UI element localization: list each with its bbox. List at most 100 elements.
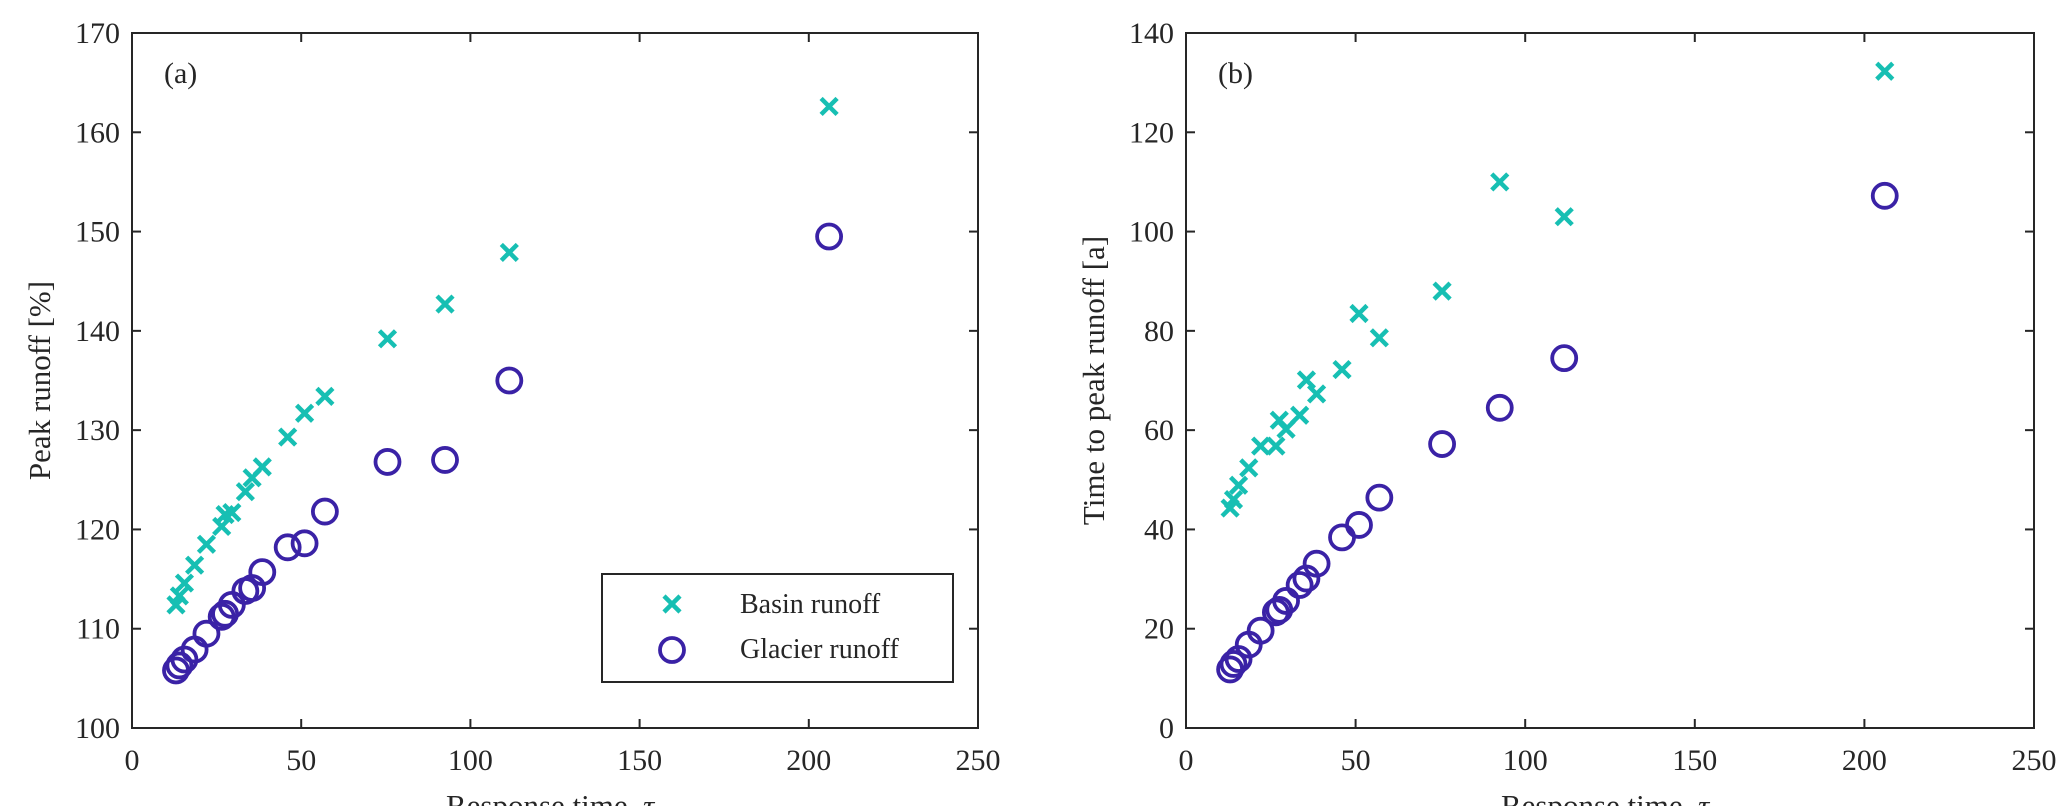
series-glacier-runoff (162, 222, 844, 685)
data-point-glacier (1870, 181, 1899, 210)
y-tick-label: 80 (1144, 315, 1174, 348)
data-point-basin (315, 386, 335, 406)
data-point-glacier (273, 533, 302, 562)
y-tick-label: 150 (75, 216, 120, 249)
series-basin-runoff (1220, 61, 1895, 518)
data-point-glacier (373, 448, 402, 476)
data-point-glacier (815, 222, 844, 251)
data-point-basin (1349, 303, 1369, 324)
legend-box (601, 573, 954, 683)
y-tick-label: 110 (76, 613, 120, 646)
cross-marker-icon (1490, 172, 1510, 192)
panel-a-peak-runoff: 0 50 100 150 200 250 100 110 120 130 140 150 160 170 R… (22, 17, 1001, 806)
data-point-glacier (1550, 344, 1579, 373)
data-point-basin (1875, 61, 1895, 81)
data-point-basin (235, 482, 255, 502)
cross-marker-icon (1306, 384, 1327, 404)
data-point-basin (196, 534, 217, 554)
panel-label: (a) (164, 57, 197, 90)
data-point-glacier (290, 529, 319, 558)
y-tick-label: 160 (75, 116, 120, 149)
data-point-glacier (248, 558, 277, 587)
data-point-glacier (1272, 587, 1300, 615)
data-point-basin (377, 329, 398, 349)
data-point-basin (294, 403, 315, 423)
data-point-basin (1369, 328, 1389, 348)
legend-basin-label: Basin runoff (740, 589, 881, 620)
y-tick-label: 0 (1159, 712, 1174, 745)
y-tick-label: 120 (1129, 116, 1174, 149)
cross-marker-icon (294, 403, 315, 423)
data-point-basin (1290, 405, 1310, 425)
y-axis-label: Time to peak runoff [a] (1076, 236, 1111, 525)
series-glacier-runoff (1216, 181, 1899, 684)
y-tick-label: 100 (75, 712, 120, 745)
cross-marker-icon (662, 594, 682, 614)
cross-marker-icon (315, 386, 335, 406)
cross-marker-icon (1251, 436, 1271, 456)
cross-marker-icon (1875, 61, 1895, 81)
panel-b-time-to-peak: 0 50 100 150 200 250 0 20 40 60 80 100 120 140 Respons… (1076, 17, 2057, 806)
data-point-glacier (1345, 511, 1373, 539)
x-tick-label: 150 (617, 744, 662, 777)
data-point-glacier (1428, 430, 1456, 458)
x-axis-label: Response time, τv (1501, 788, 1719, 806)
data-point-glacier (431, 446, 459, 474)
panel-label: (b) (1218, 57, 1253, 90)
legend-glacier-marker (658, 636, 686, 664)
cross-marker-icon (196, 534, 217, 554)
legend: Basin runoff Glacier runoff (601, 573, 954, 683)
data-point-glacier (310, 497, 339, 526)
legend-glacier-label: Glacier runoff (740, 634, 900, 665)
cross-marker-icon (1296, 370, 1317, 390)
x-tick-label: 50 (286, 744, 316, 777)
y-tick-label: 120 (75, 513, 120, 546)
data-point-basin (278, 427, 298, 447)
data-point-basin (222, 502, 242, 523)
cross-marker-icon (174, 573, 195, 593)
data-point-basin (252, 457, 272, 477)
cross-marker-icon (1290, 405, 1310, 425)
cross-marker-icon (1554, 207, 1574, 227)
cross-marker-icon (1349, 303, 1369, 324)
data-point-glacier (1285, 571, 1314, 599)
x-tick-label: 100 (1503, 744, 1548, 777)
x-tick-label: 0 (1179, 744, 1194, 777)
cross-marker-icon (1223, 490, 1244, 510)
x-tick-label: 250 (2012, 744, 2057, 777)
data-point-glacier (1246, 616, 1275, 645)
y-tick-label: 20 (1144, 613, 1174, 646)
x-tick-label: 200 (786, 744, 831, 777)
data-point-basin (1239, 458, 1259, 478)
data-point-basin (1266, 436, 1286, 456)
data-point-glacier (1302, 549, 1331, 578)
data-point-basin (1432, 281, 1452, 301)
plot-area-frame (1185, 32, 2035, 729)
data-point-basin (1228, 475, 1249, 495)
cross-marker-icon (1228, 475, 1249, 495)
x-axis-label: Response time, τv (446, 788, 664, 806)
y-tick-label: 170 (75, 17, 120, 50)
y-tick-label: 100 (1129, 216, 1174, 249)
data-point-basin (1490, 172, 1510, 192)
x-tick-label: 100 (448, 744, 493, 777)
cross-marker-icon (222, 502, 242, 523)
data-point-glacier (1219, 650, 1248, 678)
data-point-glacier (192, 619, 221, 648)
cross-marker-icon (435, 294, 455, 314)
data-point-basin (1223, 490, 1244, 510)
y-tick-label: 140 (1129, 17, 1174, 50)
series-basin-runoff (166, 96, 839, 615)
data-point-basin (1296, 370, 1317, 390)
data-point-basin (185, 555, 205, 575)
y-tick-label: 130 (75, 414, 120, 447)
cross-marker-icon (1266, 436, 1286, 456)
x-tick-label: 250 (956, 744, 1001, 777)
cross-marker-icon (1276, 419, 1296, 439)
y-tick-label: 60 (1144, 414, 1174, 447)
cross-marker-icon (499, 242, 519, 263)
data-point-glacier (165, 651, 194, 680)
data-point-basin (1306, 384, 1327, 404)
legend-circle-icon (658, 636, 686, 664)
